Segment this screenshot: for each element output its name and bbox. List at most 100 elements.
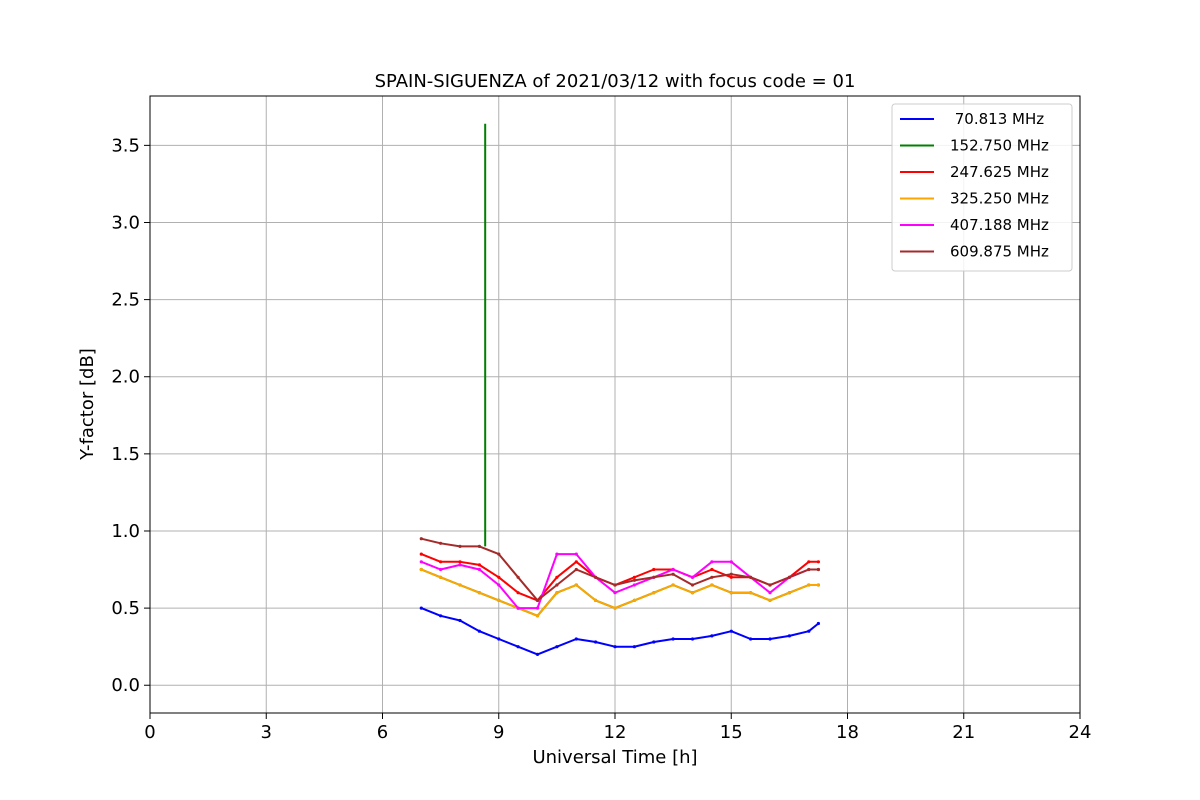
data-point xyxy=(652,567,656,572)
data-point xyxy=(729,572,733,576)
y-axis-label: Y-factor [dB] xyxy=(77,348,98,461)
y-tick-label: 1.5 xyxy=(111,444,140,465)
data-point xyxy=(516,575,520,579)
data-point xyxy=(690,591,695,595)
x-tick-label: 12 xyxy=(604,722,627,743)
data-point xyxy=(555,552,559,556)
data-point xyxy=(419,537,423,541)
legend-label: 407.188 MHz xyxy=(950,216,1049,234)
data-point xyxy=(671,583,675,587)
data-point xyxy=(710,575,714,579)
legend-label: 325.250 MHz xyxy=(950,190,1049,208)
data-point xyxy=(710,560,714,564)
x-tick-label: 6 xyxy=(377,722,388,743)
data-point xyxy=(516,645,520,649)
data-point xyxy=(477,563,481,567)
data-point xyxy=(419,552,423,556)
data-point xyxy=(729,560,733,564)
y-tick-label: 0.0 xyxy=(111,675,140,696)
data-point xyxy=(768,637,772,641)
data-point xyxy=(574,567,578,572)
y-tick-label: 2.0 xyxy=(111,367,140,388)
legend-label: 152.750 MHz xyxy=(950,137,1049,155)
data-point xyxy=(516,606,520,610)
data-point xyxy=(690,637,695,641)
data-point xyxy=(439,575,443,579)
data-point xyxy=(768,598,772,603)
x-tick-label: 9 xyxy=(493,722,504,743)
data-point xyxy=(574,637,578,641)
data-point xyxy=(613,591,617,595)
x-tick-label: 18 xyxy=(836,722,859,743)
x-tick-label: 24 xyxy=(1069,722,1092,743)
data-point xyxy=(690,575,695,579)
data-point xyxy=(477,567,481,572)
legend: 70.813 MHz 152.750 MHz 247.625 MHz 325.250 … xyxy=(891,103,1073,272)
x-axis-label: Universal Time [h] xyxy=(532,747,697,768)
x-tick-label: 15 xyxy=(720,722,743,743)
data-point xyxy=(652,640,656,644)
data-point xyxy=(594,598,598,603)
chart-title: SPAIN-SIGUENZA of 2021/03/12 with focus … xyxy=(375,71,856,92)
data-point xyxy=(419,560,423,564)
data-point xyxy=(816,621,821,626)
data-point xyxy=(613,583,617,587)
data-point xyxy=(671,637,675,641)
data-point xyxy=(477,591,481,595)
y-tick-label: 3.0 xyxy=(111,212,140,233)
data-point xyxy=(535,652,540,657)
data-point xyxy=(632,645,637,649)
data-point xyxy=(632,578,637,582)
data-point xyxy=(535,606,540,610)
data-point xyxy=(768,583,772,587)
data-point xyxy=(710,583,714,587)
y-tick-label: 0.5 xyxy=(111,598,140,619)
data-point xyxy=(671,572,675,576)
data-point xyxy=(439,541,443,545)
data-point xyxy=(458,618,462,623)
legend-label: 247.625 MHz xyxy=(950,163,1049,181)
data-point xyxy=(555,575,559,579)
data-point xyxy=(458,544,462,549)
data-point xyxy=(816,583,821,587)
data-point xyxy=(458,583,462,587)
y-tick-label: 2.5 xyxy=(111,290,140,311)
data-point xyxy=(652,575,656,579)
data-point xyxy=(749,575,753,579)
series-line-5 xyxy=(421,537,819,602)
data-point xyxy=(807,629,811,633)
data-point xyxy=(535,598,540,603)
data-point xyxy=(671,567,675,572)
data-point xyxy=(816,560,821,564)
data-point xyxy=(439,567,443,572)
data-point xyxy=(632,598,637,603)
data-point xyxy=(419,606,423,610)
data-point xyxy=(613,606,617,610)
data-point xyxy=(535,614,540,618)
x-tick-label: 21 xyxy=(952,722,975,743)
data-point xyxy=(729,575,733,579)
data-point xyxy=(458,563,462,567)
legend-label: 70.813 MHz xyxy=(950,110,1044,128)
data-point xyxy=(477,544,481,549)
data-point xyxy=(710,634,714,638)
series-layer xyxy=(419,123,821,657)
data-point xyxy=(787,591,792,595)
data-point xyxy=(555,645,559,649)
data-point xyxy=(574,560,578,564)
data-point xyxy=(497,552,501,556)
data-point xyxy=(497,583,501,587)
data-point xyxy=(477,629,481,633)
data-point xyxy=(816,567,821,572)
data-point xyxy=(574,583,578,587)
series-line-3 xyxy=(420,568,819,617)
data-point xyxy=(729,591,733,595)
y-tick-label: 3.5 xyxy=(111,135,140,156)
data-point xyxy=(439,560,443,564)
data-point xyxy=(690,583,695,587)
data-point xyxy=(613,645,617,649)
data-point xyxy=(807,560,811,564)
legend-box xyxy=(891,103,1073,272)
data-point xyxy=(439,614,443,618)
